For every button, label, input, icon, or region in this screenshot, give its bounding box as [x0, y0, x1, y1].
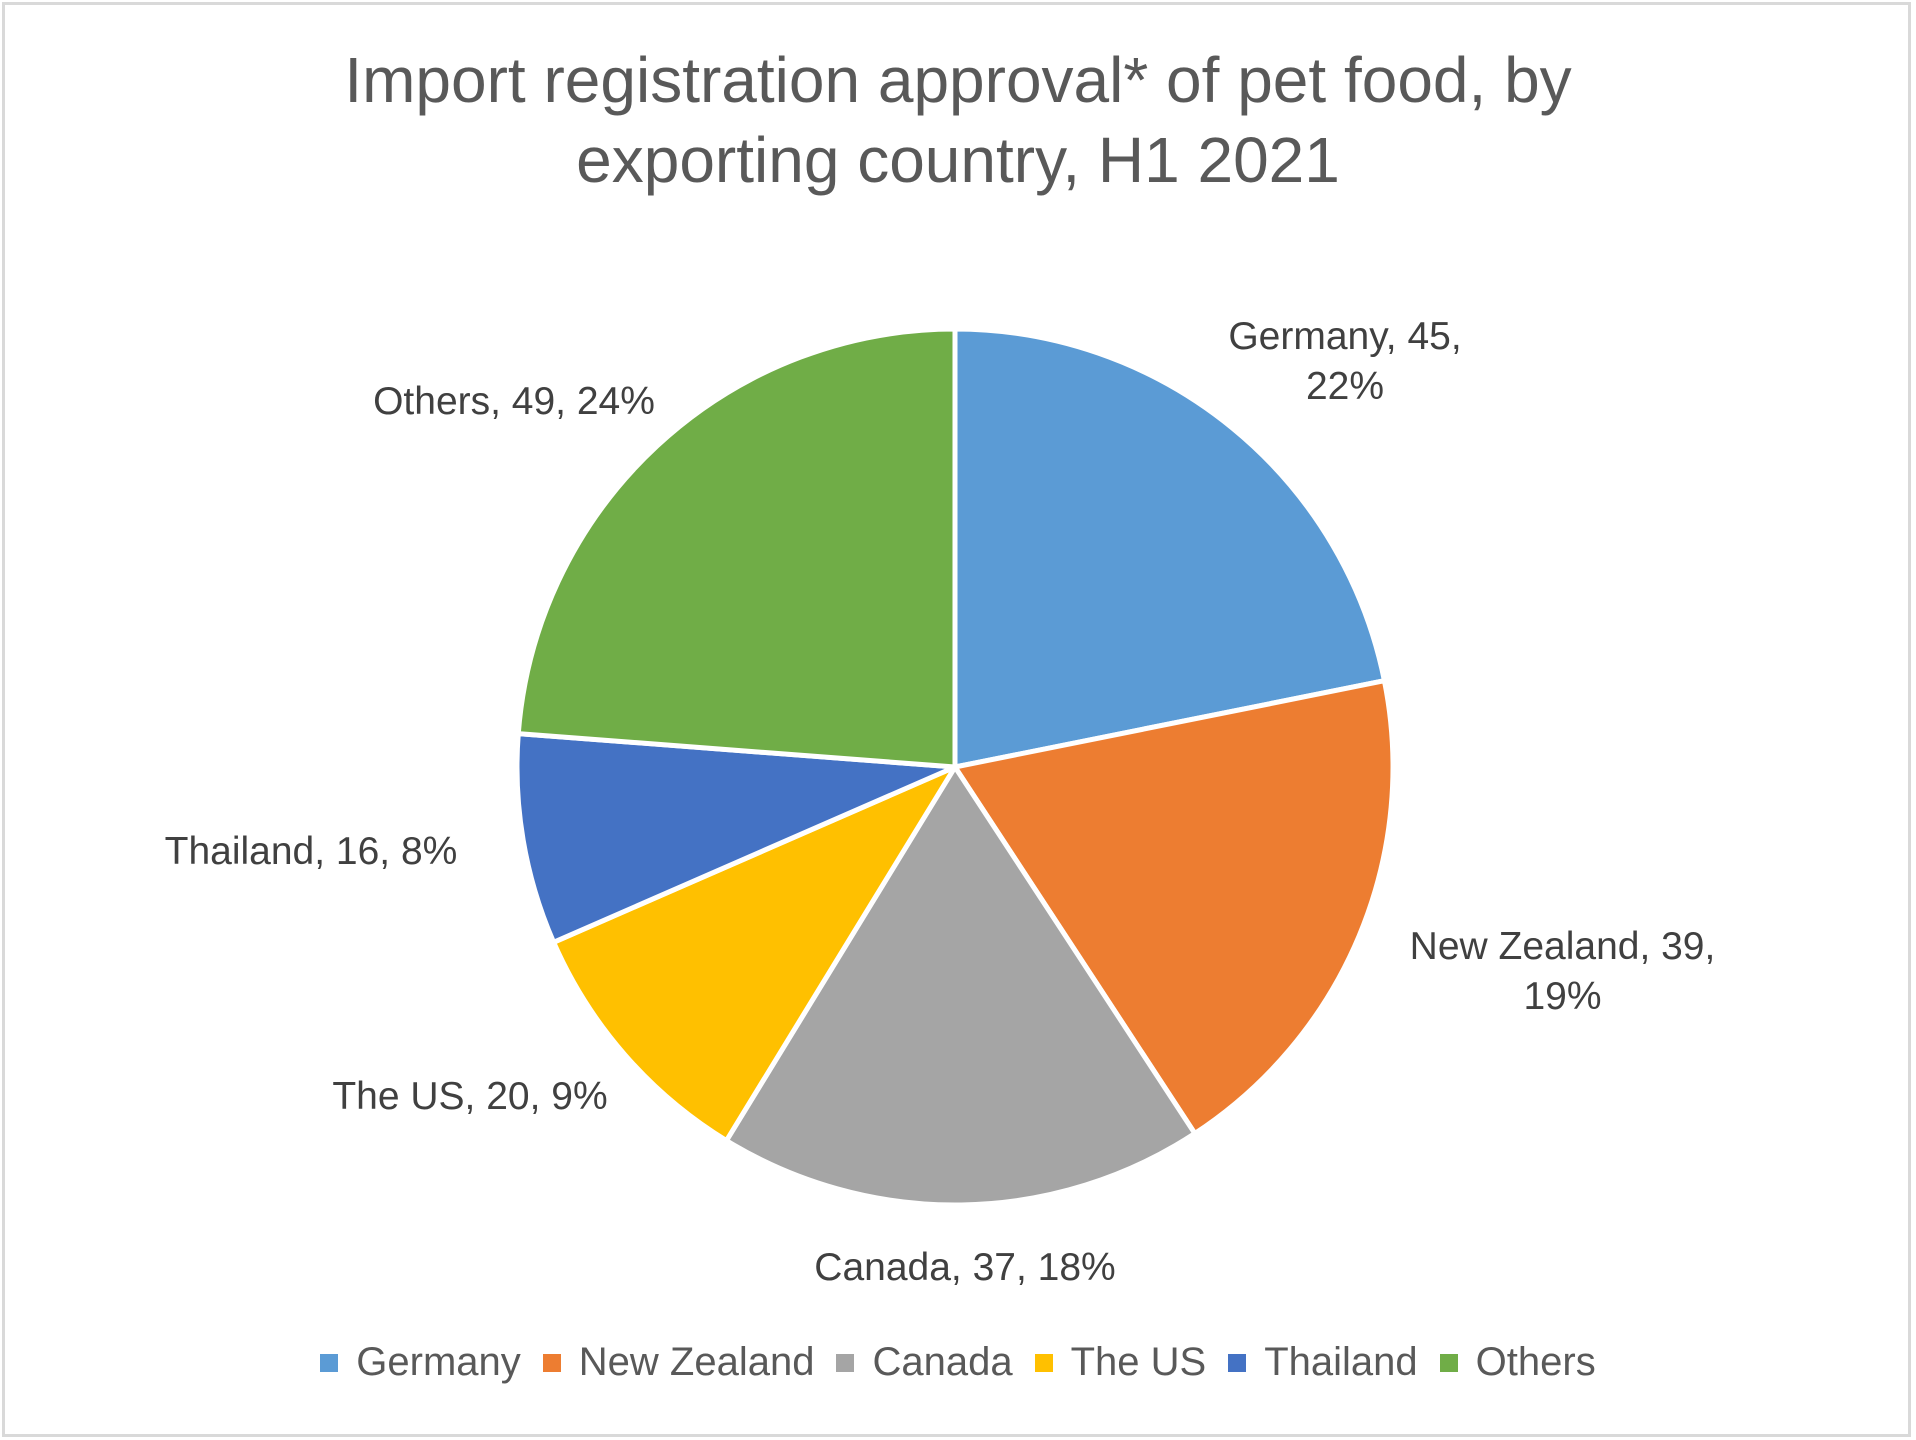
pie-slice-germany	[952, 326, 1387, 770]
chart-title-line-1: Import registration approval* of pet foo…	[344, 44, 1572, 116]
legend-label-the-us: The US	[1070, 1340, 1207, 1384]
data-label-the-us: The US, 20, 9%	[310, 1072, 630, 1122]
legend-item-new-zealand: New Zealand	[542, 1340, 815, 1385]
legend-label-others: Others	[1475, 1340, 1596, 1384]
legend-item-others: Others	[1439, 1340, 1596, 1385]
legend-swatch-canada	[836, 1353, 855, 1372]
legend-swatch-new-zealand	[542, 1353, 561, 1372]
data-label-canada-line-1: Canada, 37, 18%	[814, 1246, 1116, 1289]
pie-slice-others	[515, 326, 958, 770]
data-label-germany-line-1: Germany, 45,	[1228, 315, 1462, 358]
legend-label-canada: Canada	[872, 1340, 1013, 1384]
data-label-new-zealand-line-1: New Zealand, 39,	[1409, 925, 1716, 968]
legend-swatch-germany	[320, 1353, 339, 1372]
legend-swatch-the-us	[1034, 1353, 1053, 1372]
chart-title-line-2: exporting country, H1 2021	[576, 124, 1340, 196]
pie-slice-canada	[723, 764, 1198, 1208]
data-label-new-zealand-line-2: 19%	[1523, 975, 1602, 1018]
data-label-germany-line-2: 22%	[1305, 365, 1385, 408]
data-label-others-line-1: Others, 49, 24%	[373, 380, 655, 423]
data-label-thailand-line-1: Thailand, 16, 8%	[164, 830, 458, 873]
legend-item-germany: Germany	[320, 1340, 521, 1385]
legend-label-new-zealand: New Zealand	[578, 1340, 815, 1384]
data-label-germany: Germany, 45, 22%	[1205, 312, 1485, 412]
data-label-thailand: Thailand, 16, 8%	[141, 827, 481, 877]
legend-label-germany: Germany	[356, 1340, 521, 1384]
data-label-others: Others, 49, 24%	[348, 377, 680, 427]
legend-item-thailand: Thailand	[1228, 1340, 1418, 1385]
pie-slice-new-zealand	[952, 678, 1396, 1136]
legend-label-thailand: Thailand	[1264, 1340, 1418, 1384]
legend-swatch-thailand	[1228, 1353, 1247, 1372]
chart-title: Import registration approval* of pet foo…	[0, 40, 1916, 200]
legend-swatch-others	[1439, 1353, 1458, 1372]
legend-item-the-us: The US	[1034, 1340, 1207, 1385]
chart-legend: Germany New Zealand Canada The US Thaila…	[0, 1340, 1916, 1385]
legend-item-canada: Canada	[836, 1340, 1013, 1385]
pie-slice-the-us	[551, 764, 958, 1144]
pie-slice-thailand	[514, 731, 958, 945]
data-label-new-zealand: New Zealand, 39, 19%	[1385, 922, 1740, 1022]
data-label-canada: Canada, 37, 18%	[790, 1243, 1140, 1293]
data-label-the-us-line-1: The US, 20, 9%	[332, 1075, 608, 1118]
